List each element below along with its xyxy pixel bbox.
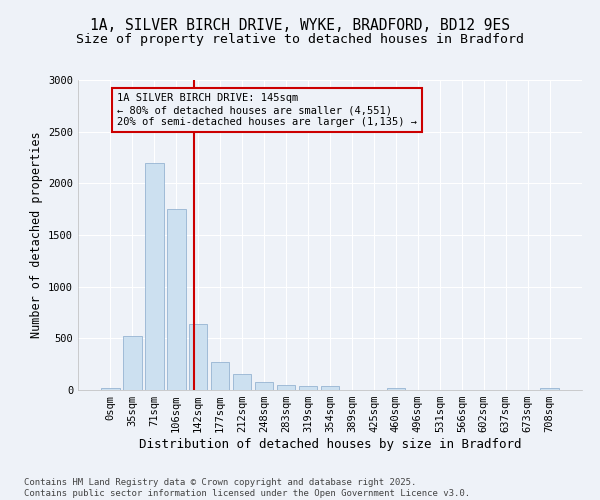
Text: Contains HM Land Registry data © Crown copyright and database right 2025.
Contai: Contains HM Land Registry data © Crown c… bbox=[24, 478, 470, 498]
Bar bbox=[299, 386, 317, 390]
Bar bbox=[386, 388, 405, 390]
Bar bbox=[189, 324, 208, 390]
Bar bbox=[255, 382, 274, 390]
Text: 1A SILVER BIRCH DRIVE: 145sqm
← 80% of detached houses are smaller (4,551)
20% o: 1A SILVER BIRCH DRIVE: 145sqm ← 80% of d… bbox=[117, 94, 417, 126]
Bar bbox=[277, 385, 295, 390]
Bar bbox=[145, 162, 164, 390]
Bar bbox=[123, 336, 142, 390]
Bar bbox=[167, 209, 185, 390]
Bar bbox=[101, 388, 119, 390]
Bar bbox=[541, 388, 559, 390]
Bar bbox=[320, 386, 340, 390]
Y-axis label: Number of detached properties: Number of detached properties bbox=[29, 132, 43, 338]
Bar bbox=[211, 362, 229, 390]
Text: Size of property relative to detached houses in Bradford: Size of property relative to detached ho… bbox=[76, 32, 524, 46]
X-axis label: Distribution of detached houses by size in Bradford: Distribution of detached houses by size … bbox=[139, 438, 521, 451]
Bar bbox=[233, 374, 251, 390]
Text: 1A, SILVER BIRCH DRIVE, WYKE, BRADFORD, BD12 9ES: 1A, SILVER BIRCH DRIVE, WYKE, BRADFORD, … bbox=[90, 18, 510, 32]
